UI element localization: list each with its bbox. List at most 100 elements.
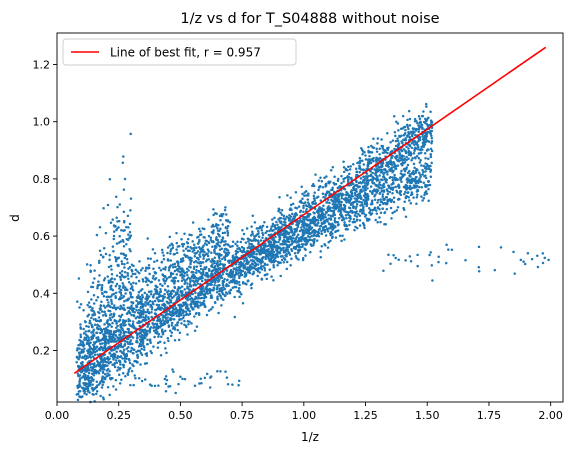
scatter-point <box>444 261 448 265</box>
scatter-point <box>139 268 143 272</box>
scatter-point <box>145 293 149 296</box>
scatter-point <box>89 270 92 273</box>
scatter-point <box>248 271 252 275</box>
scatter-point <box>202 268 205 271</box>
scatter-point <box>90 372 94 376</box>
scatter-point <box>212 286 215 290</box>
scatter-point <box>429 147 433 151</box>
scatter-point <box>331 228 334 232</box>
scatter-point <box>226 229 229 233</box>
scatter-point <box>404 138 408 142</box>
scatter-point <box>184 247 188 251</box>
scatter-point <box>425 167 428 171</box>
scatter-point <box>308 235 311 239</box>
scatter-point <box>348 201 351 204</box>
scatter-point <box>246 249 250 253</box>
scatter-point <box>227 275 231 278</box>
scatter-point <box>192 276 196 280</box>
scatter-point <box>127 297 131 301</box>
scatter-point <box>335 220 338 224</box>
x-axis-label: 1/z <box>301 430 319 444</box>
scatter-point <box>427 157 430 161</box>
scatter-point <box>137 376 141 380</box>
scatter-point <box>393 131 397 134</box>
scatter-point <box>102 365 106 369</box>
scatter-point <box>179 289 182 293</box>
scatter-point <box>381 207 384 210</box>
scatter-point <box>366 192 369 196</box>
scatter-point <box>406 118 409 122</box>
scatter-point <box>270 225 273 228</box>
scatter-point <box>145 332 149 336</box>
scatter-point <box>274 253 277 256</box>
scatter-point <box>177 267 181 270</box>
scatter-point <box>211 305 214 309</box>
scatter-point <box>176 297 180 301</box>
scatter-point <box>104 312 107 316</box>
scatter-point <box>156 341 160 345</box>
scatter-point <box>385 181 388 184</box>
scatter-point <box>181 276 184 279</box>
scatter-point <box>396 139 400 143</box>
scatter-point <box>282 238 286 242</box>
scatter-point <box>210 251 213 254</box>
scatter-point <box>408 117 412 121</box>
scatter-point <box>115 274 119 277</box>
scatter-point <box>248 253 252 256</box>
y-tick-label: 0.6 <box>33 230 51 243</box>
scatter-point <box>410 158 413 162</box>
scatter-point <box>350 194 354 198</box>
scatter-point <box>165 351 168 355</box>
scatter-point <box>206 252 209 256</box>
scatter-point <box>296 233 300 237</box>
scatter-point <box>115 321 118 324</box>
scatter-point <box>408 137 412 141</box>
scatter-point <box>181 257 185 260</box>
scatter-point <box>199 377 202 381</box>
scatter-point <box>86 290 90 294</box>
scatter-point <box>125 258 129 261</box>
scatter-point <box>391 154 394 158</box>
scatter-point <box>157 335 160 338</box>
scatter-point <box>215 238 218 241</box>
scatter-point <box>235 282 239 285</box>
scatter-point <box>408 255 412 258</box>
scatter-point <box>222 284 225 287</box>
scatter-point <box>99 308 102 311</box>
scatter-point <box>114 256 117 259</box>
scatter-point <box>240 249 243 253</box>
scatter-point <box>101 348 105 352</box>
scatter-point <box>419 175 422 178</box>
scatter-point <box>415 127 419 131</box>
scatter-point <box>148 331 152 334</box>
scatter-point <box>199 267 203 271</box>
scatter-point <box>138 315 141 318</box>
scatter-point <box>332 209 336 212</box>
scatter-point <box>300 201 304 204</box>
scatter-point <box>423 191 427 194</box>
scatter-point <box>294 254 298 258</box>
scatter-point <box>85 263 89 266</box>
scatter-point <box>147 295 151 298</box>
scatter-point <box>265 277 269 281</box>
scatter-point <box>235 280 238 283</box>
scatter-point <box>313 237 316 241</box>
scatter-point <box>134 377 137 380</box>
scatter-point <box>343 204 347 208</box>
scatter-point <box>363 191 367 195</box>
scatter-point <box>379 200 383 204</box>
scatter-point <box>147 279 151 282</box>
scatter-point <box>242 264 246 267</box>
scatter-point <box>224 251 227 254</box>
scatter-point <box>327 180 330 183</box>
scatter-point <box>105 328 108 331</box>
scatter-point <box>123 321 126 324</box>
scatter-point <box>184 310 188 314</box>
scatter-point <box>118 368 121 371</box>
scatter-point <box>397 159 401 162</box>
scatter-point <box>226 273 230 276</box>
scatter-point <box>108 309 112 313</box>
scatter-point <box>159 322 162 325</box>
scatter-point <box>246 266 250 269</box>
scatter-point <box>210 264 213 268</box>
